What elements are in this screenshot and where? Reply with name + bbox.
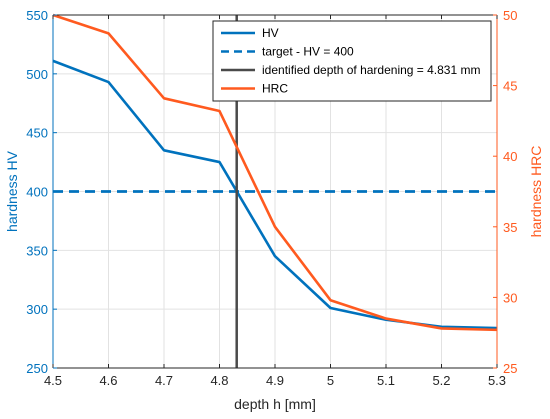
legend-entry-label: target - HV = 400 xyxy=(262,45,354,59)
axes: 4.5 4.6 4.7 4.8 4.9 5 5.1 5.2 5.3 250 300 350 400 450… xyxy=(26,8,517,388)
right-tick-label: 50 xyxy=(503,8,517,23)
left-tick-label: 350 xyxy=(26,243,48,258)
x-tick-label: 4.7 xyxy=(155,373,173,388)
x-tick-label: 5.2 xyxy=(432,373,450,388)
x-tick-label: 4.9 xyxy=(266,373,284,388)
left-tick-label: 300 xyxy=(26,302,48,317)
legend-entry-label: HRC xyxy=(262,82,288,96)
right-tick-label: 35 xyxy=(503,220,517,235)
left-tick-label: 400 xyxy=(26,185,48,200)
x-tick-label: 5.3 xyxy=(488,373,506,388)
right-tick-label: 25 xyxy=(503,361,517,376)
x-tick-label: 5.1 xyxy=(377,373,395,388)
plot-area xyxy=(52,13,498,368)
right-y-axis-label: hardness HRC xyxy=(528,146,544,238)
left-tick-label: 450 xyxy=(26,126,48,141)
x-axis-label: depth h [mm] xyxy=(234,396,316,412)
x-tick-label: 4.8 xyxy=(210,373,228,388)
legend-entry-label: identified depth of hardening = 4.831 mm xyxy=(262,63,480,77)
x-tick-label: 5 xyxy=(327,373,334,388)
right-tick-label: 40 xyxy=(503,149,517,164)
x-tick-label: 4.6 xyxy=(99,373,117,388)
left-y-axis-label: hardness HV xyxy=(4,150,20,232)
left-tick-label: 550 xyxy=(26,8,48,23)
right-tick-label: 30 xyxy=(503,290,517,305)
legend: HV target - HV = 400 identified depth of h… xyxy=(212,20,492,102)
left-tick-label: 500 xyxy=(26,67,48,82)
legend-entry-label: HV xyxy=(262,26,279,40)
x-tick-label: 4.5 xyxy=(44,373,62,388)
left-tick-label: 250 xyxy=(26,361,48,376)
legend-box xyxy=(212,20,492,102)
right-tick-label: 45 xyxy=(503,79,517,94)
